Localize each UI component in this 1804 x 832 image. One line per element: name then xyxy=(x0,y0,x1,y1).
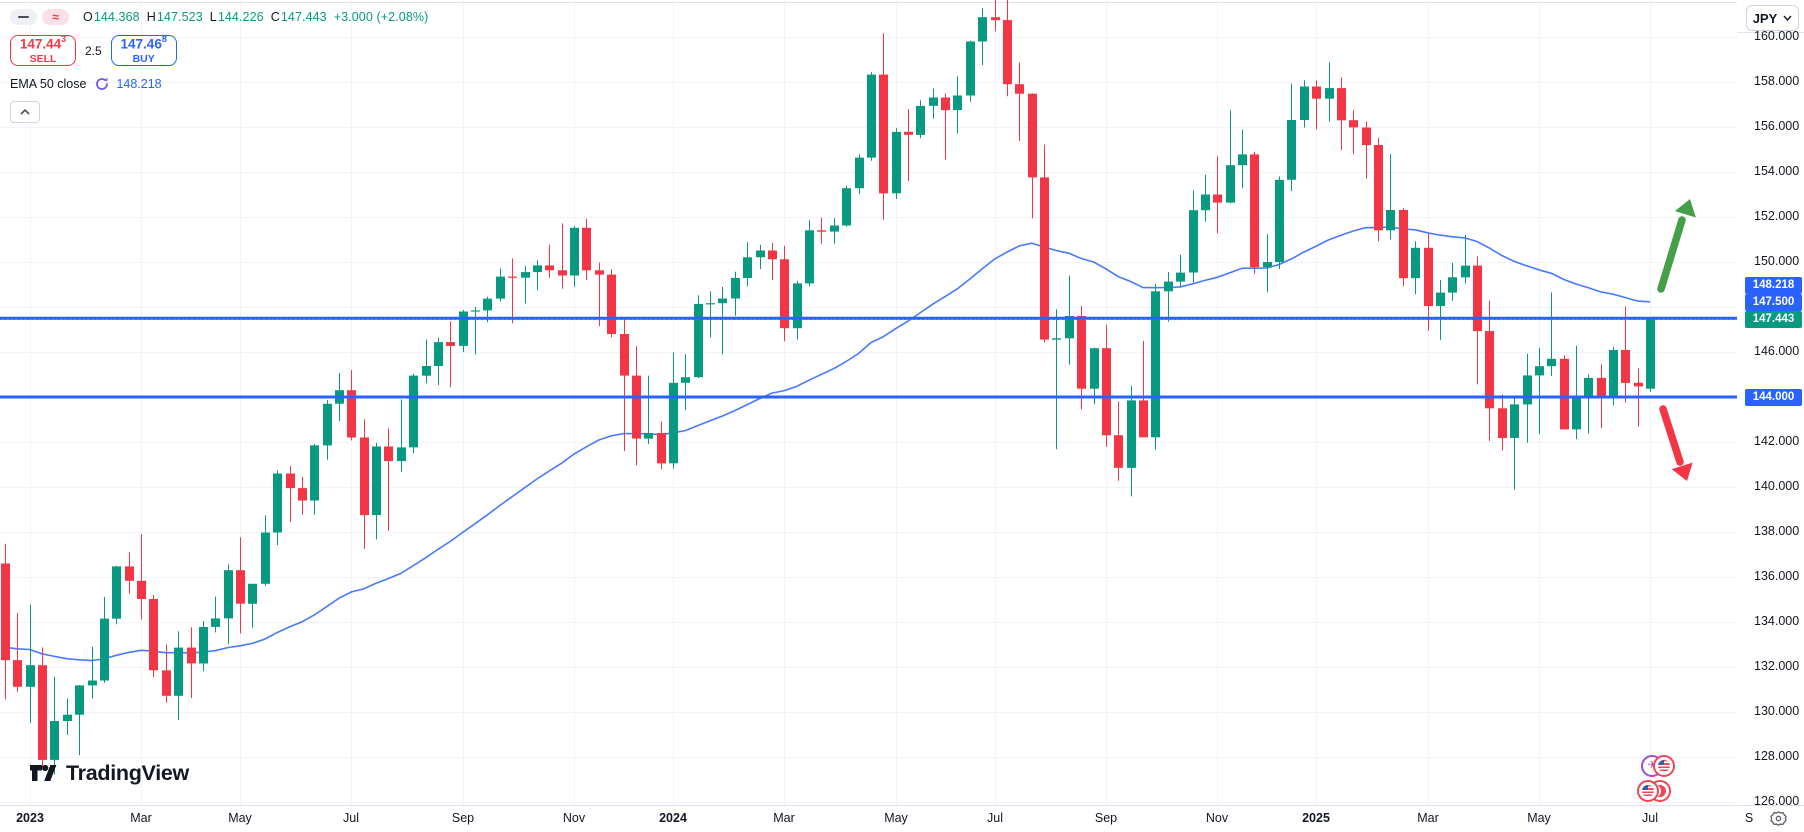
time-axis-label-Jul: Jul xyxy=(343,811,359,825)
us-flag-icon xyxy=(1658,760,1670,772)
time-axis-label-2023: 2023 xyxy=(16,811,44,825)
price-axis-label: 128.000 xyxy=(1754,749,1800,763)
price-axis-label: 154.000 xyxy=(1754,164,1800,178)
buy-button-label: BUY xyxy=(132,53,155,66)
price-axis-label: 138.000 xyxy=(1754,524,1800,538)
legend-collapse-button[interactable] xyxy=(10,101,40,123)
price-axis-label: 140.000 xyxy=(1754,479,1800,493)
level-badge-144000: 144.000 xyxy=(1745,388,1802,406)
time-axis[interactable]: 2023 Mar May Jul Sep Nov 2024 Mar May Jul Sep Nov 20… xyxy=(0,805,1804,832)
price-axis-label: 142.000 xyxy=(1754,434,1800,448)
time-axis-label-Sep: Sep xyxy=(1094,811,1118,825)
chart-canvas[interactable] xyxy=(0,0,1737,805)
ema-value-badge: 148.218 xyxy=(1745,277,1802,295)
open-value: 144.368 xyxy=(93,10,140,24)
indicator-row: EMA 50 close 148.218 xyxy=(10,76,428,92)
ohlc-readout: O 144.368 H 147.523 L 144.226 C 147.443 … xyxy=(83,10,428,24)
currency-label: JPY xyxy=(1752,10,1778,26)
change-value: +3.000 (+2.08%) xyxy=(333,10,429,24)
time-axis-label-Jul: Jul xyxy=(1642,811,1658,825)
minus-icon xyxy=(18,16,29,18)
sell-button[interactable]: 147.443 SELL xyxy=(10,35,76,66)
price-axis-label: 156.000 xyxy=(1754,119,1800,133)
price-axis[interactable]: JPY 160.000 158.000 156.000 154.000 152.000 1… xyxy=(1737,0,1804,808)
close-label: C xyxy=(270,10,280,24)
low-label: L xyxy=(209,10,217,24)
price-axis-label: 146.000 xyxy=(1754,344,1800,358)
gear-icon[interactable] xyxy=(1770,810,1787,827)
sell-button-label: SELL xyxy=(29,53,57,66)
high-value: 147.523 xyxy=(156,10,203,24)
economic-event-us-flag-icon-2[interactable] xyxy=(1637,780,1659,802)
indicator-name: EMA 50 close xyxy=(10,77,87,91)
legend-symbol-row: ≈ O 144.368 H 147.523 L 144.226 C 147.44… xyxy=(10,8,428,26)
trade-buttons-row: 147.443 SELL 2.5 147.468 BUY xyxy=(10,35,428,66)
close-value: 147.443 xyxy=(280,10,327,24)
minus-pill-button[interactable] xyxy=(10,9,37,25)
last-price-badge: 147.443 xyxy=(1745,311,1802,329)
spread-value: 2.5 xyxy=(85,43,102,58)
time-axis-label-May: May xyxy=(1527,811,1551,825)
price-axis-label: 160.000 xyxy=(1754,29,1800,43)
tradingview-logo[interactable]: TradingView xyxy=(28,760,189,786)
candlestick-series xyxy=(1,0,1655,775)
price-axis-label: 158.000 xyxy=(1754,74,1800,88)
pane-top-border xyxy=(0,2,1804,3)
time-axis-label-Mar: Mar xyxy=(1417,811,1439,825)
time-axis-label-Sep: Sep xyxy=(451,811,475,825)
time-axis-label-Mar: Mar xyxy=(130,811,152,825)
tradingview-logo-text: TradingView xyxy=(66,760,189,785)
currency-dropdown[interactable]: JPY xyxy=(1746,5,1799,31)
high-label: H xyxy=(146,10,156,24)
economic-event-us-flag-icon[interactable] xyxy=(1653,755,1675,777)
time-axis-label-2024: 2024 xyxy=(659,811,687,825)
price-axis-label: 132.000 xyxy=(1754,659,1800,673)
chart-pane[interactable]: ≈ O 144.368 H 147.523 L 144.226 C 147.44… xyxy=(0,0,1737,805)
currency-separator xyxy=(1737,32,1804,33)
indicator-value: 148.218 xyxy=(116,77,162,91)
price-axis-label: 152.000 xyxy=(1754,209,1800,223)
tradingview-logo-icon xyxy=(30,764,57,781)
chevron-down-icon xyxy=(1783,15,1792,21)
price-axis-label: 134.000 xyxy=(1754,614,1800,628)
us-flag-icon xyxy=(1642,785,1654,797)
price-axis-label: 150.000 xyxy=(1754,254,1800,268)
wave-icon: ≈ xyxy=(52,10,59,24)
level-badge-147500: 147.500 xyxy=(1745,294,1802,312)
time-axis-label-May: May xyxy=(228,811,252,825)
open-label: O xyxy=(83,10,93,24)
time-axis-label-May: May xyxy=(884,811,908,825)
down-arrow-drawing[interactable] xyxy=(1659,405,1693,481)
chevron-up-icon xyxy=(20,109,30,115)
refresh-icon[interactable] xyxy=(95,77,109,91)
low-value: 144.226 xyxy=(217,10,264,24)
time-axis-label-Nov: Nov xyxy=(562,811,586,825)
price-axis-label: 136.000 xyxy=(1754,569,1800,583)
price-axis-label: 130.000 xyxy=(1754,704,1800,718)
time-axis-label-2025: 2025 xyxy=(1302,811,1330,825)
price-axis-label: 126.000 xyxy=(1754,794,1800,808)
time-axis-label-Mar: Mar xyxy=(773,811,795,825)
time-axis-label-Nov: Nov xyxy=(1205,811,1229,825)
up-arrow-drawing[interactable] xyxy=(1657,199,1696,293)
wave-pill-button[interactable]: ≈ xyxy=(42,9,69,25)
grid xyxy=(0,0,1737,805)
buy-button[interactable]: 147.468 BUY xyxy=(110,35,177,66)
time-axis-label-Jul: Jul xyxy=(987,811,1003,825)
time-axis-label-S: S xyxy=(1744,811,1754,825)
legend: ≈ O 144.368 H 147.523 L 144.226 C 147.44… xyxy=(10,8,428,123)
